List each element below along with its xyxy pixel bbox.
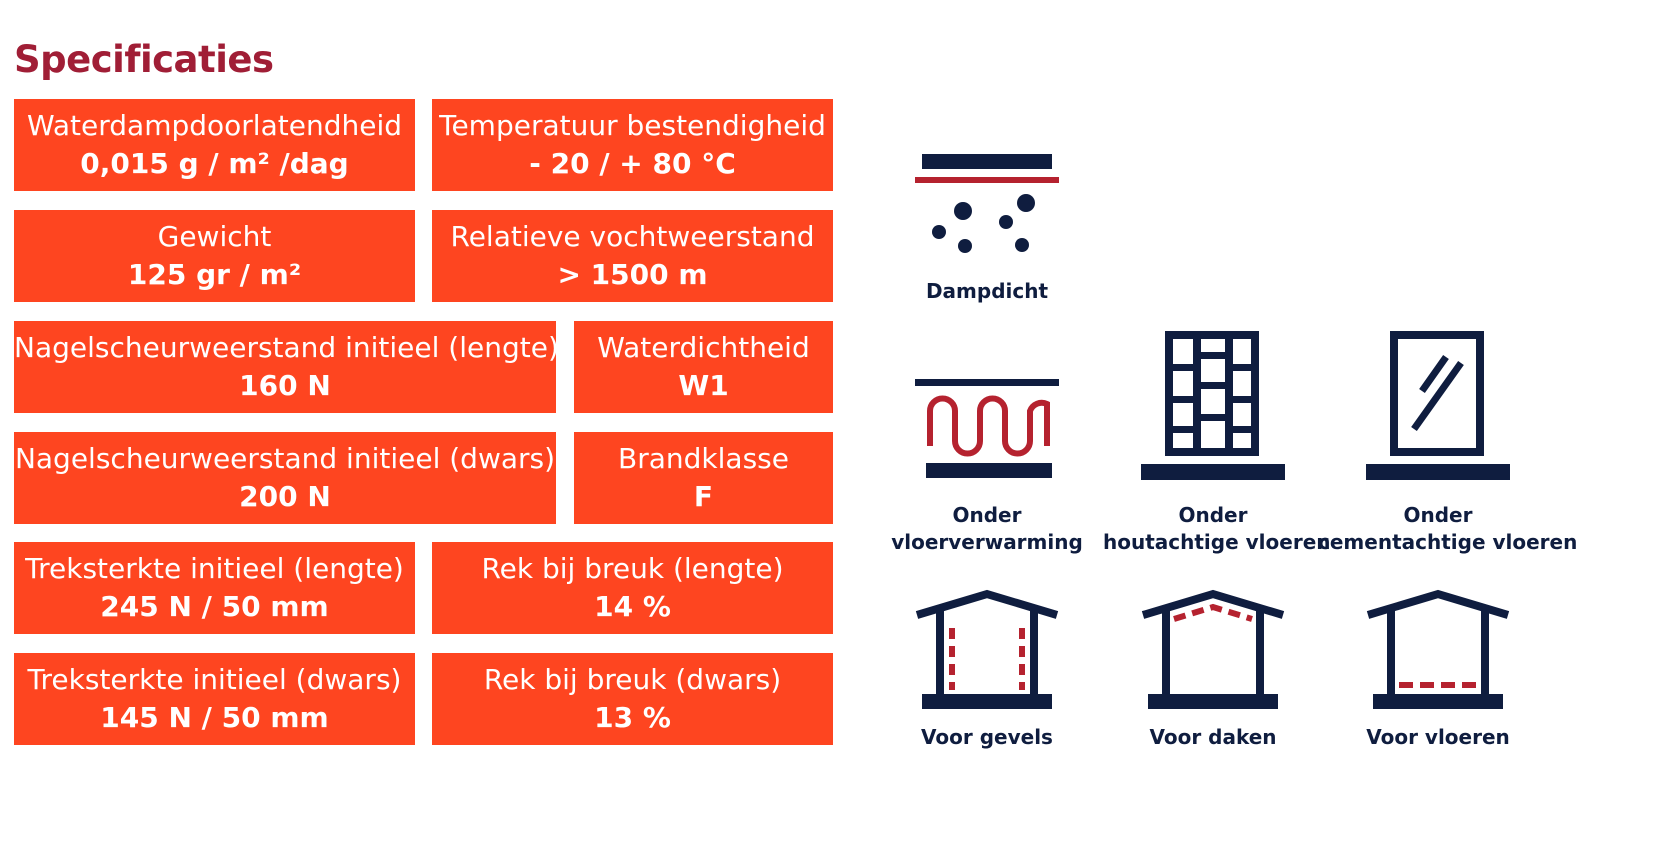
spec-value: F (693, 480, 714, 513)
spec-label: Waterdampdoorlatendheid (27, 109, 402, 142)
spec-value: W1 (678, 369, 729, 402)
spec-label: Nagelscheurweerstand initieel (dwars) (14, 442, 556, 475)
spec-label: Temperatuur bestendigheid (439, 109, 826, 142)
house-floor-icon (1363, 588, 1513, 713)
spec-value: 160 N (239, 369, 331, 402)
spec-label: Relatieve vochtweerstand (450, 220, 815, 253)
page-title: Specificaties (14, 38, 274, 81)
icon-label-wood-floor: Onder houtachtige vloeren (1103, 503, 1331, 554)
spec-fire-class: Brandklasse F (574, 432, 833, 524)
icon-label-house-walls: Voor gevels (921, 725, 1053, 749)
spec-nail-tear-lengthwise: Nagelscheurweerstand initieel (lengte) 1… (14, 321, 559, 413)
spec-water-tightness: Waterdichtheid W1 (574, 321, 833, 413)
spec-value: 145 N / 50 mm (100, 701, 329, 734)
spec-label: Treksterkte initieel (dwars) (27, 663, 402, 696)
spec-label: Waterdichtheid (597, 331, 810, 364)
spec-elongation-lengthwise: Rek bij breuk (lengte) 14 % (432, 542, 833, 634)
wood-floor-icon (1138, 330, 1288, 485)
icon-label-house-roof: Voor daken (1149, 725, 1277, 749)
vapor-barrier-icon (912, 150, 1062, 260)
underfloor-heating-icon (912, 374, 1062, 484)
icon-label-underfloor-heating: Onder vloerverwarming (891, 503, 1083, 554)
spec-value: - 20 / + 80 °C (529, 147, 736, 180)
spec-weight: Gewicht 125 gr / m² (14, 210, 415, 302)
spec-value: 200 N (239, 480, 331, 513)
icon-label-cement-floor: Onder cementachtige vloeren (1318, 503, 1578, 554)
cement-floor-icon (1363, 330, 1513, 485)
icon-label-vapor-barrier: Dampdicht (925, 279, 1049, 303)
spec-label: Nagelscheurweerstand initieel (lengte) (14, 331, 559, 364)
spec-label: Gewicht (157, 220, 272, 253)
spec-value: 13 % (594, 701, 671, 734)
spec-value: 245 N / 50 mm (100, 590, 329, 623)
spec-label: Rek bij breuk (lengte) (481, 552, 784, 585)
spec-tensile-lengthwise: Treksterkte initieel (lengte) 245 N / 50… (14, 542, 415, 634)
spec-relative-moisture-resistance: Relatieve vochtweerstand > 1500 m (432, 210, 833, 302)
house-roof-icon (1138, 588, 1288, 713)
spec-value: 125 gr / m² (127, 258, 302, 291)
spec-label: Rek bij breuk (dwars) (483, 663, 782, 696)
spec-nail-tear-crosswise: Nagelscheurweerstand initieel (dwars) 20… (14, 432, 556, 524)
spec-label: Treksterkte initieel (lengte) (25, 552, 404, 585)
icon-label-house-floor: Voor vloeren (1366, 725, 1510, 749)
spec-value: > 1500 m (557, 258, 708, 291)
spec-label: Brandklasse (618, 442, 789, 475)
spec-value: 0,015 g / m² /dag (80, 147, 349, 180)
house-walls-icon (912, 588, 1062, 713)
spec-value: 14 % (594, 590, 671, 623)
spec-tensile-crosswise: Treksterkte initieel (dwars) 145 N / 50 … (14, 653, 415, 745)
spec-temperature-resistance: Temperatuur bestendigheid - 20 / + 80 °C (432, 99, 833, 191)
spec-water-vapour-permeability: Waterdampdoorlatendheid 0,015 g / m² /da… (14, 99, 415, 191)
spec-elongation-crosswise: Rek bij breuk (dwars) 13 % (432, 653, 833, 745)
